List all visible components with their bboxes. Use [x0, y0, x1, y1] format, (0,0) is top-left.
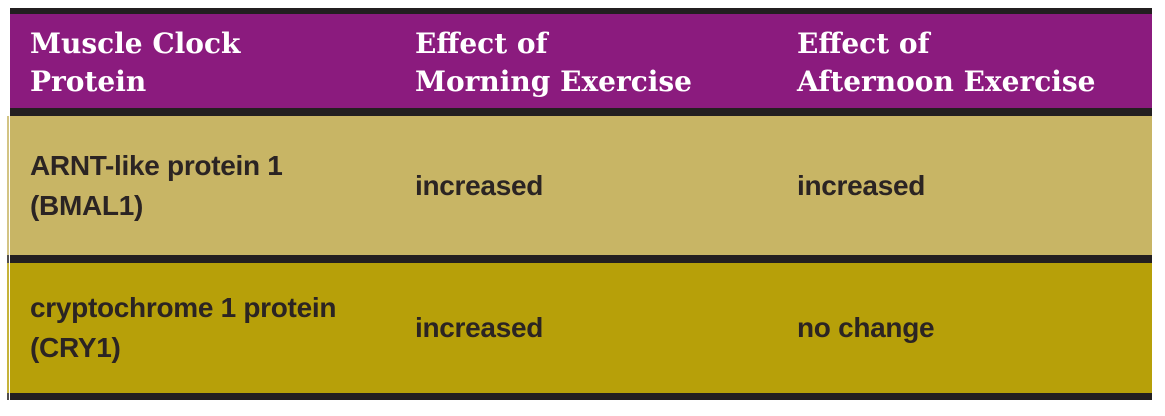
header-cell-protein: Muscle Clock Protein: [10, 14, 395, 108]
header-morning-line2: Morning Exercise: [415, 65, 692, 98]
table-row-cry1: cryptochrome 1 protein (CRY1) increased …: [10, 263, 1152, 400]
afternoon-effect-value: no change: [797, 312, 935, 343]
protein-name-line2: (BMAL1): [30, 189, 143, 221]
cell-morning-effect: increased: [395, 116, 777, 255]
protein-name-line2: (CRY1): [30, 332, 121, 363]
table-row-bmal1: ARNT-like protein 1 (BMAL1) increased in…: [10, 116, 1152, 263]
header-afternoon-line1: Effect of: [797, 27, 930, 60]
muscle-clock-table: Muscle Clock Protein Effect of Morning E…: [10, 8, 1152, 400]
morning-effect-value: increased: [415, 169, 544, 201]
afternoon-effect-value: increased: [797, 169, 926, 201]
header-cell-morning: Effect of Morning Exercise: [395, 14, 777, 108]
header-afternoon-line2: Afternoon Exercise: [797, 65, 1096, 98]
cell-protein-name: ARNT-like protein 1 (BMAL1): [10, 116, 395, 255]
table-header-row: Muscle Clock Protein Effect of Morning E…: [10, 14, 1152, 116]
header-protein-line2: Protein: [30, 65, 147, 98]
header-morning-line1: Effect of: [415, 27, 548, 60]
protein-name-line1: ARNT-like protein 1: [30, 149, 283, 181]
cell-afternoon-effect: no change: [777, 263, 1152, 393]
header-protein-line1: Muscle Clock: [30, 27, 241, 60]
cell-protein-name: cryptochrome 1 protein (CRY1): [10, 263, 395, 393]
cell-morning-effect: increased: [395, 263, 777, 393]
header-cell-afternoon: Effect of Afternoon Exercise: [777, 14, 1152, 108]
protein-name-line1: cryptochrome 1 protein: [30, 292, 337, 323]
morning-effect-value: increased: [415, 312, 544, 343]
left-edge-artifact: [7, 116, 9, 400]
cell-afternoon-effect: increased: [777, 116, 1152, 255]
